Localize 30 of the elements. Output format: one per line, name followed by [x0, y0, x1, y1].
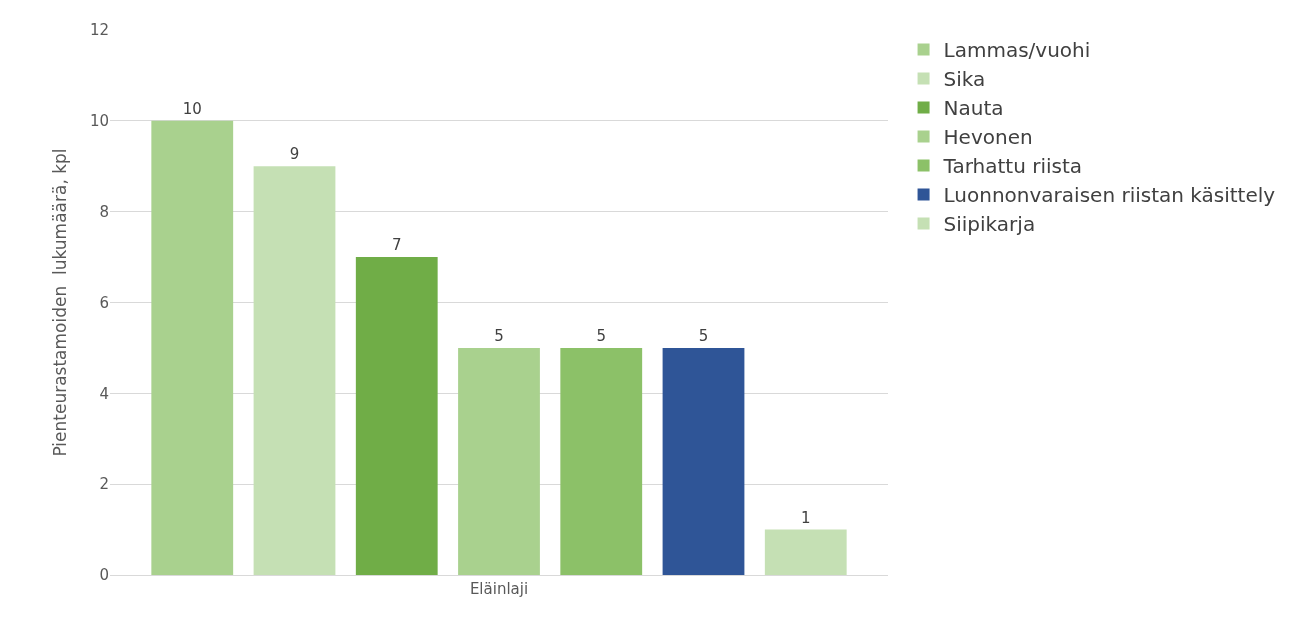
data-label: 10	[182, 99, 202, 118]
y-tick-label: 8	[99, 202, 109, 221]
legend-label: Lammas/vuohi	[943, 38, 1091, 63]
y-tick-label: 10	[89, 112, 109, 131]
data-label: 1	[800, 508, 811, 527]
data-label: 7	[391, 236, 402, 255]
bar	[662, 347, 745, 575]
bar	[764, 529, 847, 575]
legend-label: Nauta	[943, 96, 1004, 121]
legend-label: Luonnonvaraisen riistan käsittely	[943, 183, 1276, 208]
legend-label: Sika	[943, 67, 986, 92]
data-label: 5	[494, 326, 504, 345]
y-tick-label: 12	[89, 21, 109, 40]
data-label: 5	[698, 326, 709, 345]
legend-label: Hevonen	[943, 125, 1033, 150]
bar	[560, 347, 643, 575]
data-label: 5	[596, 326, 607, 345]
legend-label: Siipikarja	[943, 212, 1036, 237]
y-tick-label: 2	[99, 475, 109, 494]
bar	[151, 120, 234, 575]
bar	[253, 166, 336, 575]
y-axis-title: Pienteurastamoiden lukumäärä, kpl	[50, 148, 70, 457]
x-tick-label: Eläinlaji	[469, 580, 529, 598]
y-tick-label: 4	[99, 384, 109, 403]
bar	[458, 347, 540, 575]
data-label: 9	[289, 145, 300, 164]
bar	[355, 257, 438, 575]
legend-label: Tarhattu riista	[942, 154, 1083, 179]
y-tick-label: 6	[99, 293, 109, 312]
y-tick-label: 0	[99, 566, 109, 585]
